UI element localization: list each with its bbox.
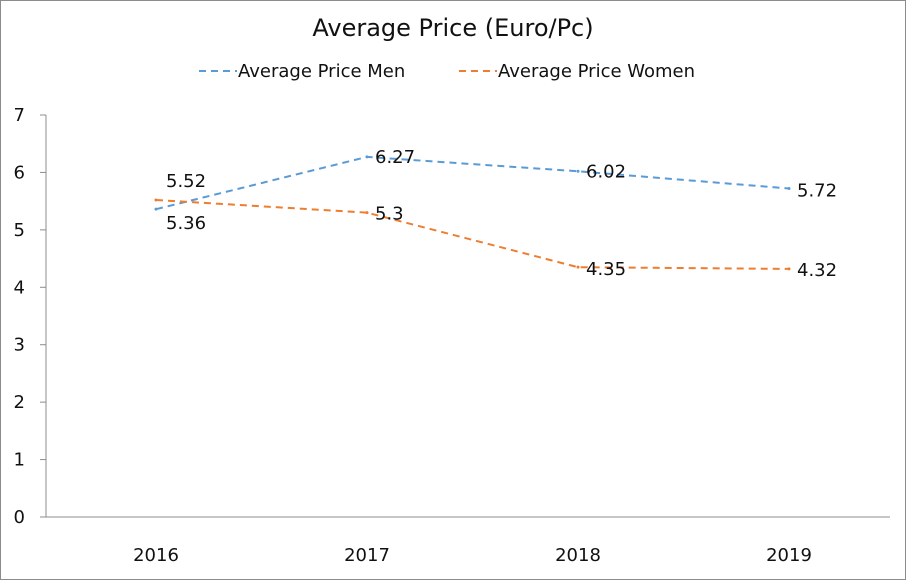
data-label: 5.36	[166, 213, 206, 234]
y-tick-label: 1	[14, 450, 25, 471]
data-label: 5.72	[797, 181, 837, 202]
chart-title: Average Price (Euro/Pc)	[312, 14, 593, 42]
series-line	[155, 155, 790, 211]
y-tick-label: 3	[14, 335, 25, 356]
data-label: 5.3	[375, 204, 404, 225]
data-point	[365, 211, 369, 215]
data-point	[787, 187, 791, 191]
data-label: 5.52	[166, 171, 206, 192]
y-tick-label: 7	[14, 105, 25, 126]
data-label: 4.35	[586, 259, 626, 280]
y-tick-label: 0	[14, 507, 25, 528]
data-point	[576, 169, 580, 173]
axes: 0 1 2 3 4 5 6 7 2016 2017 2018 2019	[14, 105, 890, 566]
data-point	[154, 207, 158, 211]
legend: Average Price Men Average Price Women	[199, 61, 695, 82]
x-tick-label: 2018	[555, 545, 601, 566]
y-tick-label: 2	[14, 392, 25, 413]
y-tick-label: 6	[14, 162, 25, 183]
x-tick-label: 2016	[133, 545, 179, 566]
series-layer	[154, 155, 791, 271]
data-labels: 5.36 6.27 6.02 5.72 5.52 5.3 4.35 4.32	[166, 147, 837, 281]
x-tick-label: 2017	[344, 545, 390, 566]
y-tick-label: 4	[14, 277, 25, 298]
data-point	[787, 267, 791, 271]
data-label: 4.32	[797, 260, 837, 281]
y-tick-label: 5	[14, 220, 25, 241]
legend-label: Average Price Men	[238, 61, 405, 82]
x-tick-label: 2019	[766, 545, 812, 566]
data-point	[154, 198, 158, 202]
data-label: 6.27	[375, 147, 415, 168]
series-line	[155, 198, 790, 270]
data-point	[365, 155, 369, 159]
data-label: 6.02	[586, 161, 626, 182]
data-point	[576, 265, 580, 269]
legend-label: Average Price Women	[498, 61, 695, 82]
